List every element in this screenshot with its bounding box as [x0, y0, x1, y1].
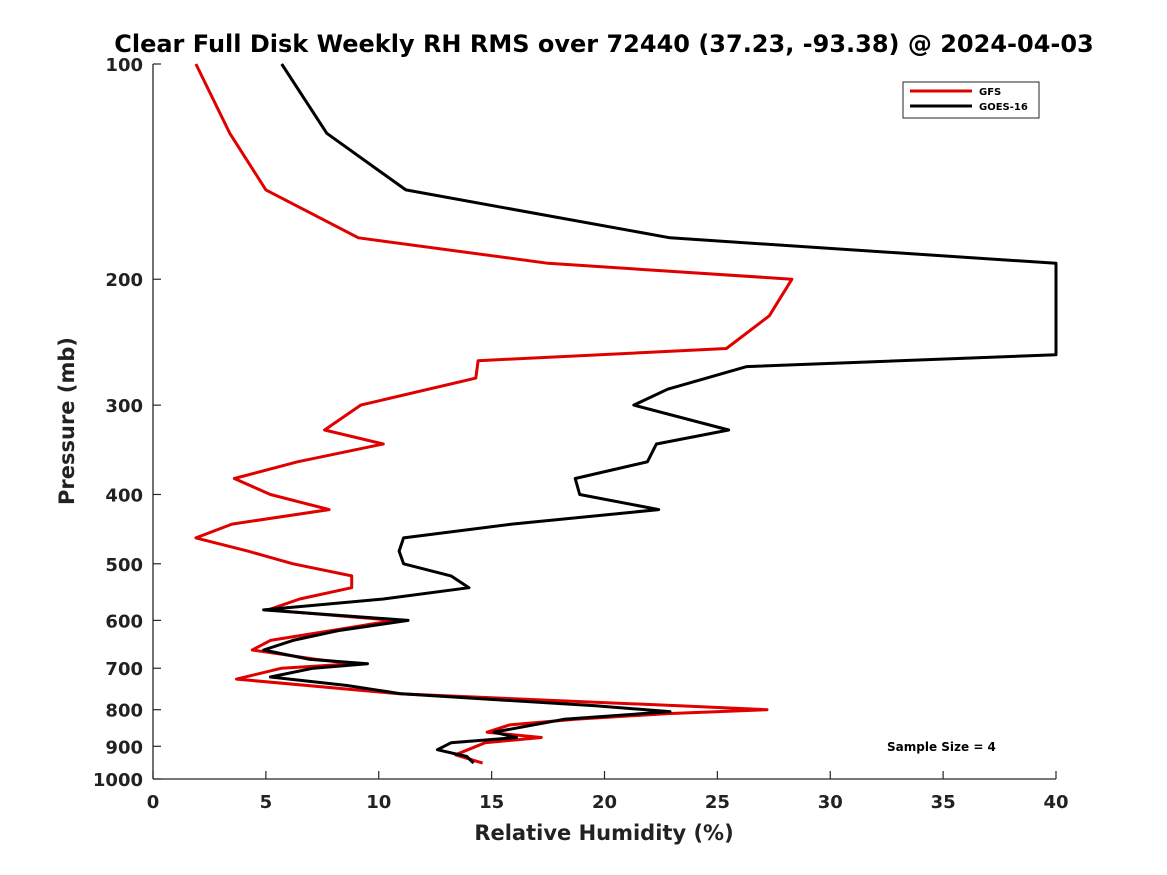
x-tick-label: 30 — [818, 792, 843, 813]
x-tick-label: 40 — [1043, 792, 1068, 813]
y-tick-label: 200 — [105, 270, 143, 291]
series-line-gfs — [194, 63, 794, 765]
y-tick-label: 400 — [105, 485, 143, 506]
y-tick-label: 300 — [105, 396, 143, 417]
y-tick-label: 700 — [105, 659, 143, 680]
x-axis-label: Relative Humidity (%) — [474, 821, 733, 845]
y-tick-label: 1000 — [93, 770, 143, 791]
legend: GFS GOES-16 — [902, 81, 1040, 119]
x-tick-label: 25 — [705, 792, 730, 813]
x-tick-label: 5 — [260, 792, 273, 813]
legend-box — [902, 81, 1040, 119]
y-tick-label: 100 — [105, 55, 143, 76]
y-tick-label: 900 — [105, 737, 143, 758]
x-tick-label: 0 — [147, 792, 160, 813]
y-tick-label: 800 — [105, 701, 143, 722]
sample-size-annotation: Sample Size = 4 — [887, 740, 996, 754]
legend-label-gfs: GFS — [979, 87, 1001, 98]
legend-label-goes-16: GOES-16 — [979, 102, 1028, 113]
x-tick-label: 20 — [592, 792, 617, 813]
y-axis-ticks: 100 200 300 400 500 600 700 800 900 1000 — [93, 55, 161, 791]
y-tick-label: 600 — [105, 611, 143, 632]
y-axis-label: Pressure (mb) — [55, 337, 79, 505]
x-tick-label: 35 — [931, 792, 956, 813]
x-tick-label: 15 — [479, 792, 504, 813]
x-axis-ticks: 0 5 10 15 20 25 30 35 40 — [147, 771, 1069, 813]
series-layer — [194, 63, 1058, 765]
chart-title: Clear Full Disk Weekly RH RMS over 72440… — [114, 30, 1094, 58]
x-tick-label: 10 — [366, 792, 391, 813]
series-line-goes-16 — [262, 63, 1058, 765]
y-tick-label: 500 — [105, 555, 143, 576]
